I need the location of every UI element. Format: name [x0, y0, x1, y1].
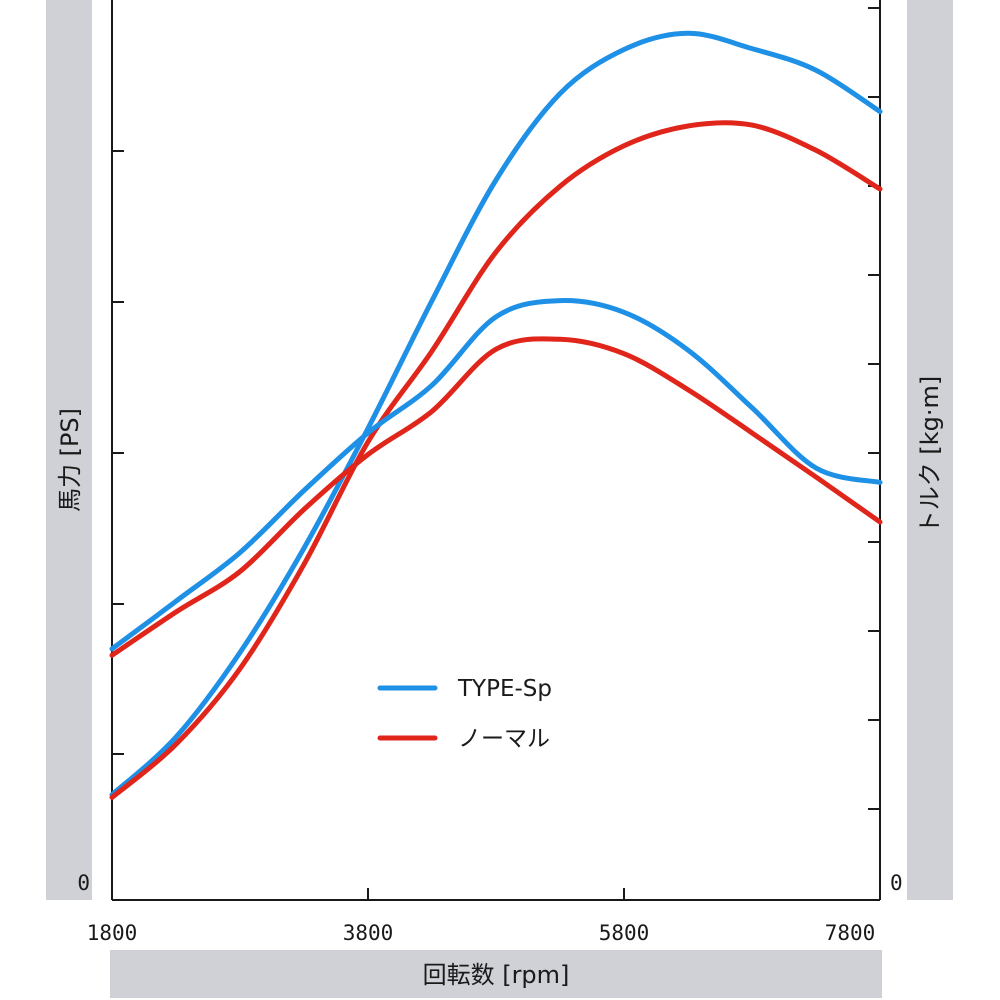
bottom-axis-band — [110, 950, 882, 998]
legend-label-normal: ノーマル — [458, 726, 550, 752]
x-tick-label: 1800 — [87, 921, 138, 945]
series-line-normal-torque — [109, 336, 883, 658]
legend: TYPE-Sp ノーマル — [377, 676, 552, 752]
series-line-normal-power — [109, 120, 883, 800]
y-right-zero-label: 0 — [890, 871, 903, 895]
x-tick-label: 7800 — [825, 921, 876, 945]
series-line-type-sp-torque — [109, 298, 883, 652]
y-left-axis-title: 馬力 [PS] — [56, 408, 84, 512]
x-tick-label: 3800 — [343, 921, 394, 945]
x-tick-label: 5800 — [599, 921, 650, 945]
legend-label-type-sp: TYPE-Sp — [457, 676, 552, 702]
series-group — [109, 30, 883, 800]
x-axis-title: 回転数 [rpm] — [423, 961, 570, 989]
left-axis-band — [46, 0, 92, 900]
series-line-type-sp-power — [109, 30, 883, 798]
y-left-zero-label: 0 — [77, 871, 90, 895]
right-axis-band — [907, 0, 953, 900]
y-right-axis-title: トルク [kg·m] — [916, 376, 944, 535]
